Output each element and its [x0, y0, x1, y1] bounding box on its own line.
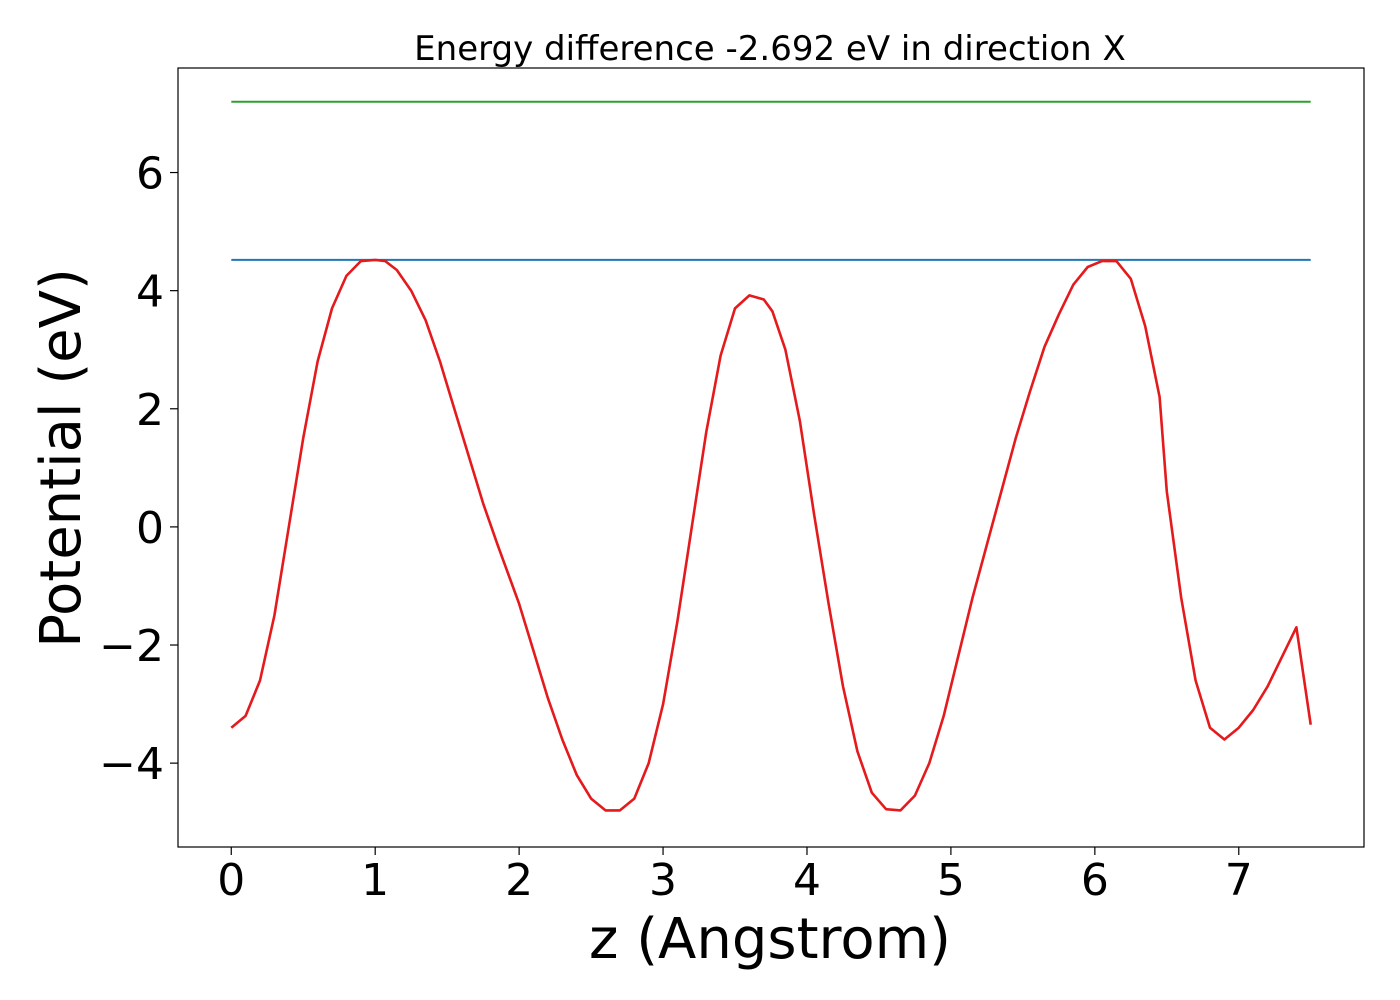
x-tick-label-6: 6 [1081, 855, 1109, 906]
chart-title: Energy difference -2.692 eV in direction… [414, 29, 1126, 69]
y-tick-label-4: 4 [136, 267, 164, 318]
x-tick-label-4: 4 [793, 855, 821, 906]
x-tick-label-5: 5 [937, 855, 965, 906]
x-tick-label-1: 1 [361, 855, 389, 906]
axes-frame [177, 67, 1365, 848]
x-tick-label-2: 2 [505, 855, 533, 906]
plot-area [230, 100, 1312, 812]
x-axis-label: z (Angstrom) [589, 907, 951, 972]
y-tick-label--4: −4 [99, 739, 164, 790]
y-axis-label: Potential (eV) [29, 268, 94, 648]
y-tick-label--2: −2 [99, 621, 164, 672]
y-tick-label-0: 0 [136, 503, 164, 554]
x-tick-label-7: 7 [1225, 855, 1253, 906]
y-tick-label-6: 6 [136, 149, 164, 200]
y-tick-label-2: 2 [136, 385, 164, 436]
x-tick-label-0: 0 [217, 855, 245, 906]
series-line-3 [230, 258, 1312, 812]
x-tick-label-3: 3 [649, 855, 677, 906]
